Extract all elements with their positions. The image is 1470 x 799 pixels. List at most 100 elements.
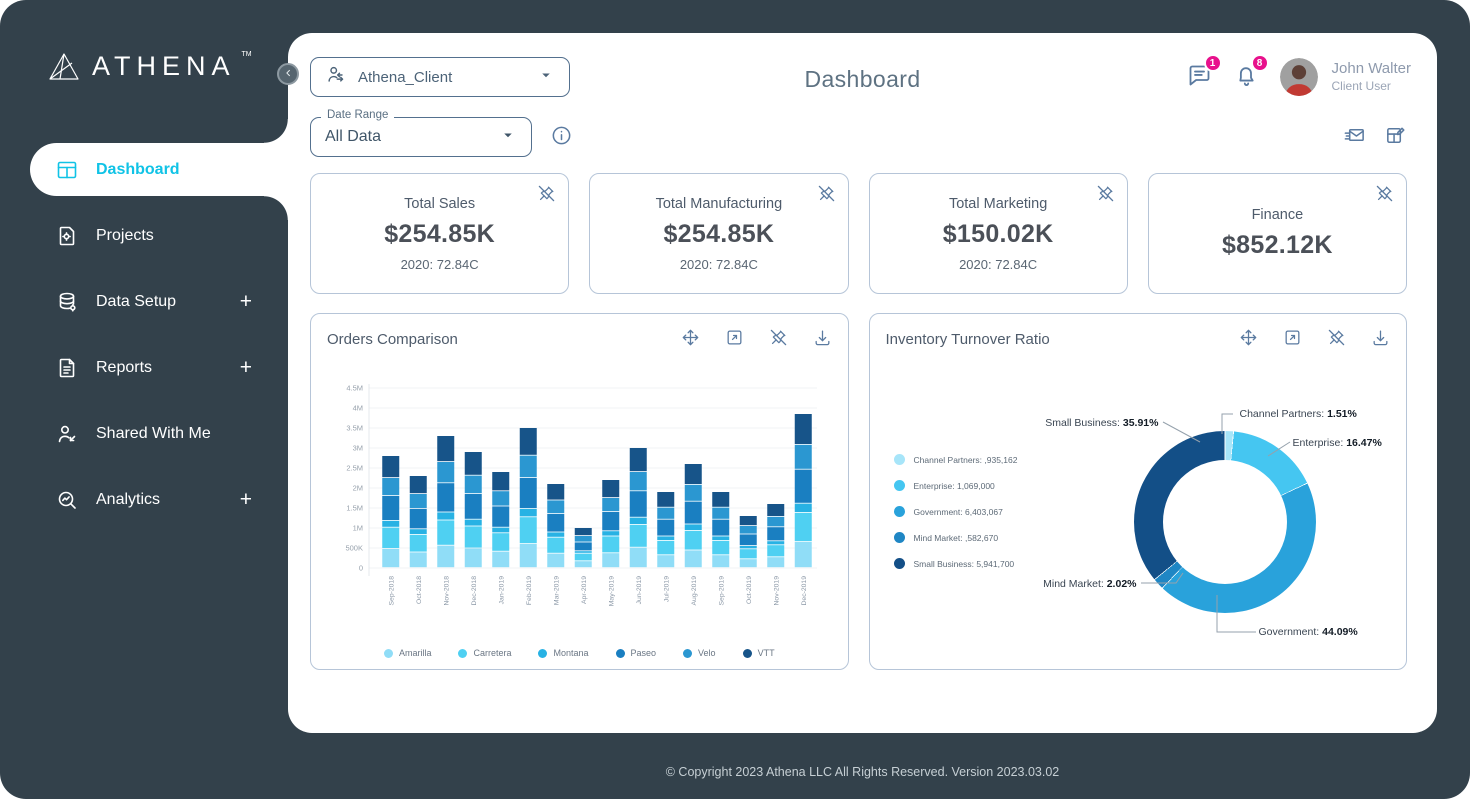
donut-legend-item-mind-market[interactable]: Mind Market: ,582,670 [893, 532, 1018, 543]
donut-callout-government: Government: 44.09% [1258, 626, 1358, 638]
orders-comparison-legend: Amarilla Carretera Montana Paseo Velo VTT [311, 648, 848, 658]
info-icon [550, 126, 573, 150]
user-name: John Walter [1331, 60, 1411, 78]
svg-text:2M: 2M [353, 484, 363, 493]
expand-plus-icon: + [239, 356, 252, 379]
legend-label: Small Business: 5,941,700 [913, 558, 1015, 569]
unpin-chart-button[interactable] [1327, 328, 1346, 350]
donut-callout-mind-market: Mind Market: 2.02% [1043, 578, 1137, 590]
donut-ring[interactable] [1133, 431, 1316, 613]
expand-plus-icon: + [239, 290, 252, 313]
client-selector-value: Athena_Client [358, 68, 453, 86]
kpi-value: $852.12K [1221, 231, 1333, 259]
kpi-card-finance: Finance $852.12K [1147, 173, 1407, 294]
legend-item-montana[interactable]: Montana [538, 648, 589, 658]
svg-text:Sep-2019: Sep-2019 [718, 576, 725, 606]
kpi-card-total-sales: Total Sales $254.85K 2020: 72.84C [310, 173, 570, 294]
sidebar-item-label: Shared With Me [96, 424, 211, 442]
shared-icon [55, 422, 79, 446]
orders-comparison-chart: 4.5M 4M 3.5M 3M 2.5M 2M 1.5M 1M 500K 0 Sep-2018 Oct… [323, 374, 828, 617]
kpi-card-total-marketing: Total Marketing $150.02K 2020: 72.84C [868, 173, 1128, 294]
orders-comparison-header: Orders Comparison [327, 328, 832, 350]
legend-item-paseo[interactable]: Paseo [615, 648, 656, 658]
info-button[interactable] [550, 124, 573, 150]
inventory-turnover-title: Inventory Turnover Ratio [885, 330, 1050, 348]
legend-label: Carretera [473, 648, 512, 658]
legend-item-velo[interactable]: Velo [683, 648, 716, 658]
send-mail-icon [1343, 128, 1366, 150]
sidebar-item-projects[interactable]: Projects [0, 209, 288, 262]
kpi-value: $150.02K [942, 219, 1054, 248]
send-mail-button[interactable] [1343, 124, 1366, 150]
donut-legend-item-enterprise[interactable]: Enterprise: 1,069,000 [893, 480, 1018, 491]
trademark: TM [241, 51, 252, 58]
unpin-icon [538, 185, 555, 202]
move-icon [682, 329, 698, 346]
donut-legend-item-government[interactable]: Government: 6,403,067 [893, 506, 1018, 517]
svg-text:4M: 4M [353, 404, 363, 413]
kpi-title: Total Marketing [948, 195, 1048, 212]
unpin-icon [770, 329, 786, 346]
unpin-button[interactable] [1375, 184, 1394, 206]
client-selector-dropdown[interactable]: Athena_Client [310, 57, 570, 97]
svg-text:Dec-2019: Dec-2019 [801, 576, 808, 606]
main-panel: Athena_Client Dashboard 1 8 [277, 33, 1437, 733]
sidebar-item-reports[interactable]: Reports + [0, 341, 288, 394]
kpi-card-total-manufacturing: Total Manufacturing $254.85K 2020: 72.84C [589, 173, 849, 294]
download-icon [815, 330, 829, 346]
legend-dot [742, 648, 752, 658]
legend-item-amarilla[interactable]: Amarilla [383, 648, 431, 658]
legend-dot [893, 454, 905, 465]
unpin-button[interactable] [537, 184, 556, 206]
svg-text:Nov-2019: Nov-2019 [773, 576, 780, 606]
legend-label: Government: 6,403,067 [913, 506, 1003, 517]
sidebar-collapse-button[interactable] [277, 63, 299, 85]
expand-chart-button[interactable] [725, 328, 744, 350]
donut-callout-enterprise: Enterprise: 16.47% [1292, 437, 1382, 449]
unpin-icon [1376, 185, 1393, 202]
download-chart-button[interactable] [1371, 328, 1390, 350]
unpin-icon [1097, 185, 1114, 202]
move-chart-button[interactable] [681, 328, 700, 350]
svg-text:1.5M: 1.5M [346, 504, 363, 513]
inventory-turnover-chart: Channel Partners: ,935,162 Enterprise: 1,… [884, 370, 1399, 661]
sidebar-item-shared-with-me[interactable]: Shared With Me [0, 407, 288, 460]
sidebar-item-data-setup[interactable]: Data Setup + [0, 275, 288, 328]
svg-text:Nov-2018: Nov-2018 [443, 576, 450, 606]
download-chart-button[interactable] [813, 328, 832, 350]
messages-icon [1186, 65, 1213, 92]
unpin-button[interactable] [1096, 184, 1115, 206]
expand-chart-button[interactable] [1283, 328, 1302, 350]
chevron-down-icon [537, 66, 555, 88]
reports-icon [55, 356, 79, 380]
move-icon [1240, 329, 1257, 346]
legend-item-vtt[interactable]: VTT [742, 648, 775, 658]
date-range-dropdown[interactable]: Date Range All Data [310, 109, 532, 157]
notifications-button[interactable]: 8 [1233, 54, 1269, 92]
download-icon [1373, 330, 1388, 346]
svg-text:0: 0 [359, 564, 363, 573]
athena-logo: ATHENA TM [48, 50, 252, 82]
unpin-chart-button[interactable] [769, 328, 788, 350]
unpin-button[interactable] [817, 184, 836, 206]
messages-badge: 1 [1203, 54, 1222, 72]
move-chart-button[interactable] [1239, 328, 1258, 350]
date-range-value: All Data [325, 128, 382, 145]
svg-text:2.5M: 2.5M [346, 464, 363, 473]
user-role: Client User [1331, 78, 1391, 93]
messages-button[interactable]: 1 [1186, 54, 1222, 92]
avatar[interactable] [1279, 58, 1318, 96]
sidebar-item-analytics[interactable]: Analytics + [0, 473, 288, 526]
kpi-value: $254.85K [384, 219, 496, 248]
legend-item-carretera[interactable]: Carretera [458, 648, 511, 658]
donut-legend-item-channel-partners[interactable]: Channel Partners: ,935,162 [893, 454, 1017, 465]
svg-text:Aug-2019: Aug-2019 [691, 576, 698, 606]
donut-legend-item-small-business[interactable]: Small Business: 5,941,700 [893, 558, 1018, 569]
charts-row: Orders Comparison 4.5M 4M 3.5M 3M 2.5M 2M 1.5M… [288, 294, 1437, 670]
sidebar-item-label: Projects [96, 226, 154, 244]
orders-comparison-card: Orders Comparison 4.5M 4M 3.5M 3M 2.5M 2M 1.5M… [310, 313, 849, 670]
sidebar-nav: Dashboard Projects Data Setup + Reports + Shar… [0, 119, 288, 539]
edit-dashboard-button[interactable] [1384, 124, 1407, 150]
sidebar-item-dashboard[interactable]: Dashboard [30, 119, 288, 220]
